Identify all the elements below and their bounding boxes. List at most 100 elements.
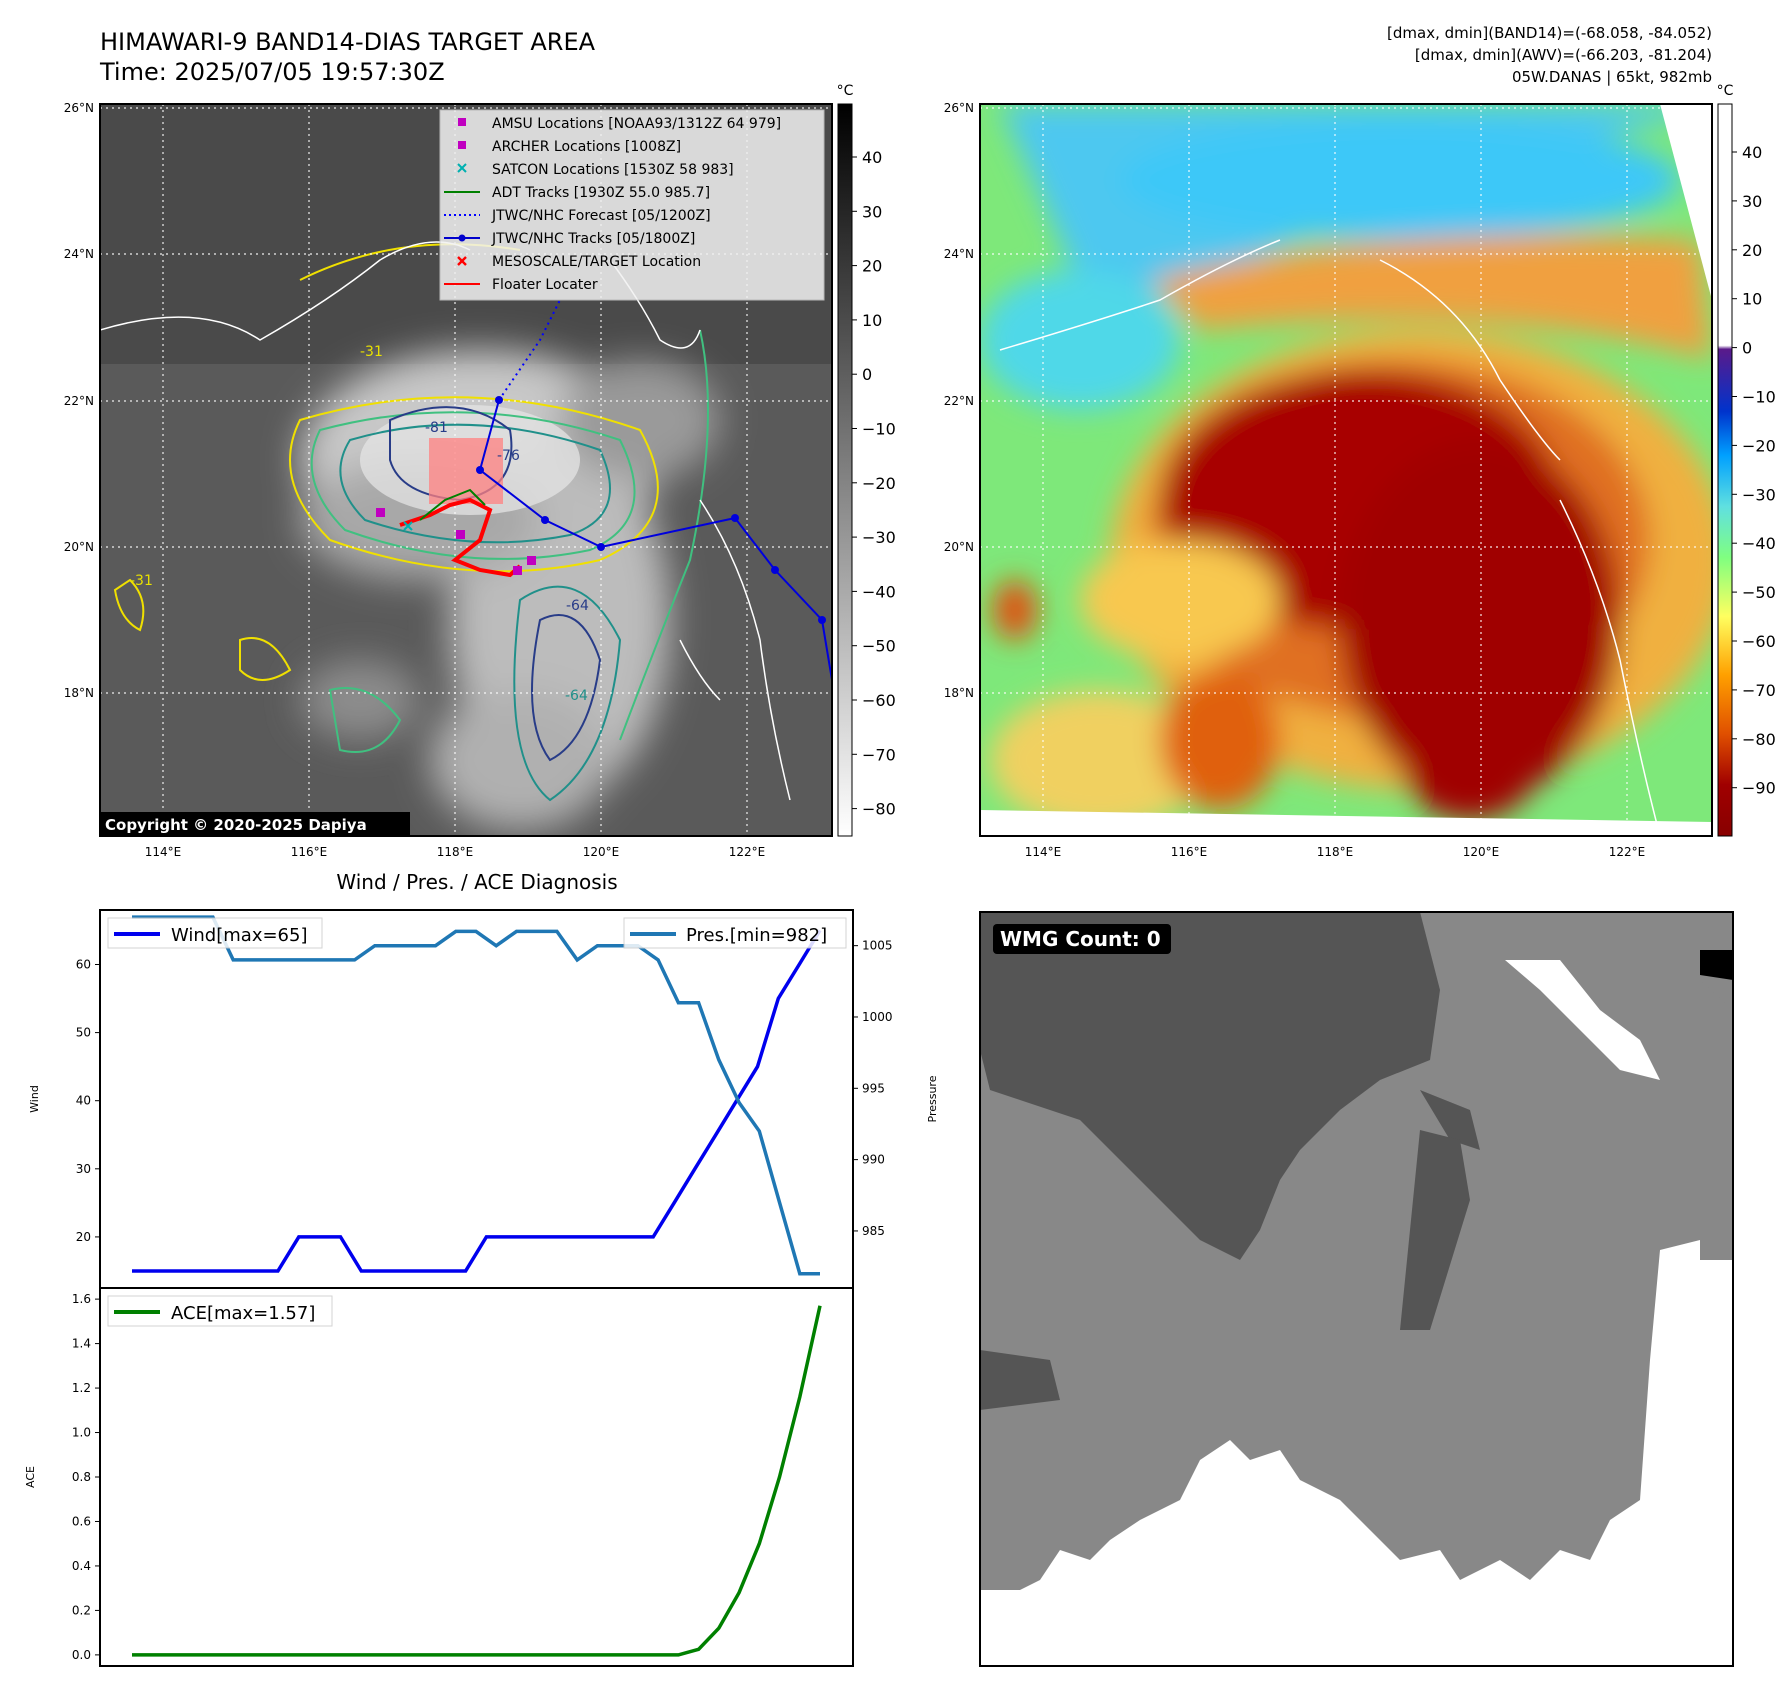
pressure-axis-label: Pressure <box>926 1075 939 1122</box>
ace-legend-label: ACE[max=1.57] <box>171 1303 315 1324</box>
contour-label-1: -31 <box>360 344 383 360</box>
wind-tick-label: 20 <box>76 1230 91 1244</box>
contour-label-4: -64 <box>565 688 588 704</box>
awv-lon-tick-120: 120°E <box>1463 845 1500 859</box>
ir-colorbar-tick-label: −20 <box>862 474 896 493</box>
awv-colorbar-tick-label: 10 <box>1742 290 1762 309</box>
awv-colorbar-tick-label: −60 <box>1742 632 1776 651</box>
awv-colorbar-unit: °C <box>1717 83 1734 99</box>
ir-colorbar-tick-label: 20 <box>862 257 882 276</box>
ace-tick-label: 1.0 <box>72 1426 91 1440</box>
ace-series-line <box>132 1305 822 1657</box>
chart-title: HIMAWARI-9 BAND14-DIAS TARGET AREA <box>100 28 596 56</box>
info-awv: [dmax, dmin](AWV)=(-66.203, -81.204) <box>1415 46 1712 64</box>
ace-tick-label: 1.2 <box>72 1381 91 1395</box>
awv-colorbar-tick-label: −40 <box>1742 534 1776 553</box>
legend-archer: ARCHER Locations [1008Z] <box>492 139 681 155</box>
ir-legend: AMSU Locations [NOAA93/1312Z 64 979] ARC… <box>439 109 825 301</box>
awv-lon-tick-118: 118°E <box>1317 845 1354 859</box>
legend-adt: ADT Tracks [1930Z 55.0 985.7] <box>492 185 710 201</box>
awv-colorbar-tick-label: 30 <box>1742 192 1762 211</box>
ir-colorbar-tick-label: −70 <box>862 745 896 764</box>
ir-panel: -31 -64 -81 -64 -31 -76 Copyright © 2020… <box>64 101 833 859</box>
ace-tick-label: 0.6 <box>72 1514 91 1528</box>
ace-tick-label: 1.4 <box>72 1337 91 1351</box>
ir-lat-tick-26: 26°N <box>64 101 94 115</box>
ir-lon-tick-116: 116°E <box>291 845 328 859</box>
awv-colorbar-tick-label: −10 <box>1742 388 1776 407</box>
awv-colorbar-tick-label: 0 <box>1742 339 1752 358</box>
pressure-tick-label: 1000 <box>862 1010 893 1024</box>
wmg-panel: WMG Count: 0 <box>979 911 1734 1667</box>
wind-series-line <box>132 929 822 1273</box>
pressure-series-line <box>132 915 820 1276</box>
awv-lat-tick-24: 24°N <box>944 247 974 261</box>
ir-colorbar-tick-label: −10 <box>862 420 896 439</box>
wind-tick-label: 40 <box>76 1094 91 1108</box>
wind-axis-label: Wind <box>28 1085 41 1113</box>
wmg-count-label: WMG Count: 0 <box>1000 927 1161 951</box>
legend-forecast: JTWC/NHC Forecast [05/1200Z] <box>491 208 711 224</box>
ir-lat-tick-22: 22°N <box>64 394 94 408</box>
contour-label-2: -64 <box>566 598 589 614</box>
ace-tick-label: 1.6 <box>72 1292 91 1306</box>
ace-legend: ACE[max=1.57] <box>107 1295 333 1327</box>
ir-colorbar-tick-label: 10 <box>862 311 882 330</box>
chart-time: Time: 2025/07/05 19:57:30Z <box>99 58 445 86</box>
ir-colorbar-tick-label: 0 <box>862 365 872 384</box>
ir-lat-tick-20: 20°N <box>64 540 94 554</box>
legend-target: MESOSCALE/TARGET Location <box>492 254 701 270</box>
ace-tick-label: 0.4 <box>72 1559 91 1573</box>
wind-tick-label: 30 <box>76 1162 91 1176</box>
ir-colorbar: °C 40 30 20 10 0 −10 −20 −30 −40 −50 −60 −70 −80 <box>837 83 896 837</box>
ir-colorbar-tick-label: −80 <box>862 800 896 819</box>
wind-legend-label: Wind[max=65] <box>171 925 308 946</box>
wmg-badge <box>993 924 1171 954</box>
awv-colorbar-tick-label: −20 <box>1742 436 1776 455</box>
awv-colorbar-tick-label: −50 <box>1742 583 1776 602</box>
copyright-text: Copyright © 2020-2025 Dapiya <box>105 816 367 834</box>
wind-tick-label: 60 <box>76 957 91 971</box>
wind-legend: Wind[max=65] <box>107 917 323 949</box>
awv-lat-tick-18: 18°N <box>944 686 974 700</box>
ir-colorbar-tick-label: −60 <box>862 691 896 710</box>
awv-lon-tick-114: 114°E <box>1025 845 1062 859</box>
pressure-tick-label: 990 <box>862 1153 885 1167</box>
legend-tracks: JTWC/NHC Tracks [05/1800Z] <box>491 231 695 247</box>
ir-colorbar-tick-label: 30 <box>862 202 882 221</box>
ir-lon-tick-118: 118°E <box>437 845 474 859</box>
ir-lat-tick-18: 18°N <box>64 686 94 700</box>
pressure-tick-label: 995 <box>862 1081 885 1095</box>
ir-lon-tick-114: 114°E <box>145 845 182 859</box>
contour-label-5: -31 <box>130 573 153 589</box>
info-storm: 05W.DANAS | 65kt, 982mb <box>1512 68 1712 86</box>
ir-colorbar-tick-label: −50 <box>862 637 896 656</box>
ace-tick-label: 0.8 <box>72 1470 91 1484</box>
ir-lon-tick-122: 122°E <box>729 845 766 859</box>
ace-tick-label: 0.0 <box>72 1648 91 1662</box>
awv-colorbar-tick-label: −90 <box>1742 779 1776 798</box>
awv-colorbar: °C 40 30 20 10 0 −10 −20 −30 −40 −50 −60 −70 −80 −90 <box>1717 83 1776 837</box>
contour-label-6: -76 <box>497 448 520 464</box>
contour-label-3: -81 <box>425 420 448 436</box>
awv-colorbar-tick-label: −30 <box>1742 485 1776 504</box>
awv-colorbar-tick-label: −80 <box>1742 730 1776 749</box>
legend-amsu: AMSU Locations [NOAA93/1312Z 64 979] <box>492 116 781 132</box>
awv-colorbar-tick-label: −70 <box>1742 681 1776 700</box>
awv-lat-tick-26: 26°N <box>944 101 974 115</box>
wind-pres-plot: 20 30 40 50 60 985 990 995 1000 1005 Wind Pressu… <box>28 909 939 1289</box>
diagnosis-title: Wind / Pres. / ACE Diagnosis <box>336 870 617 894</box>
awv-lat-tick-20: 20°N <box>944 540 974 554</box>
pressure-tick-label: 1005 <box>862 939 893 953</box>
awv-colorbar-tick-label: 40 <box>1742 143 1762 162</box>
ir-colorbar-tick-label: −30 <box>862 528 896 547</box>
legend-floater: Floater Locater <box>492 277 598 293</box>
ace-plot: 0.0 0.2 0.4 0.6 0.8 1.0 1.2 1.4 1.6 ACE ACE[max=… <box>24 1287 854 1667</box>
pres-legend: Pres.[min=982] <box>623 917 847 949</box>
ace-axis-label: ACE <box>24 1466 37 1488</box>
pres-legend-label: Pres.[min=982] <box>686 925 827 946</box>
pressure-tick-label: 985 <box>862 1224 885 1238</box>
ir-colorbar-tick-label: 40 <box>862 148 882 167</box>
awv-lon-tick-116: 116°E <box>1171 845 1208 859</box>
